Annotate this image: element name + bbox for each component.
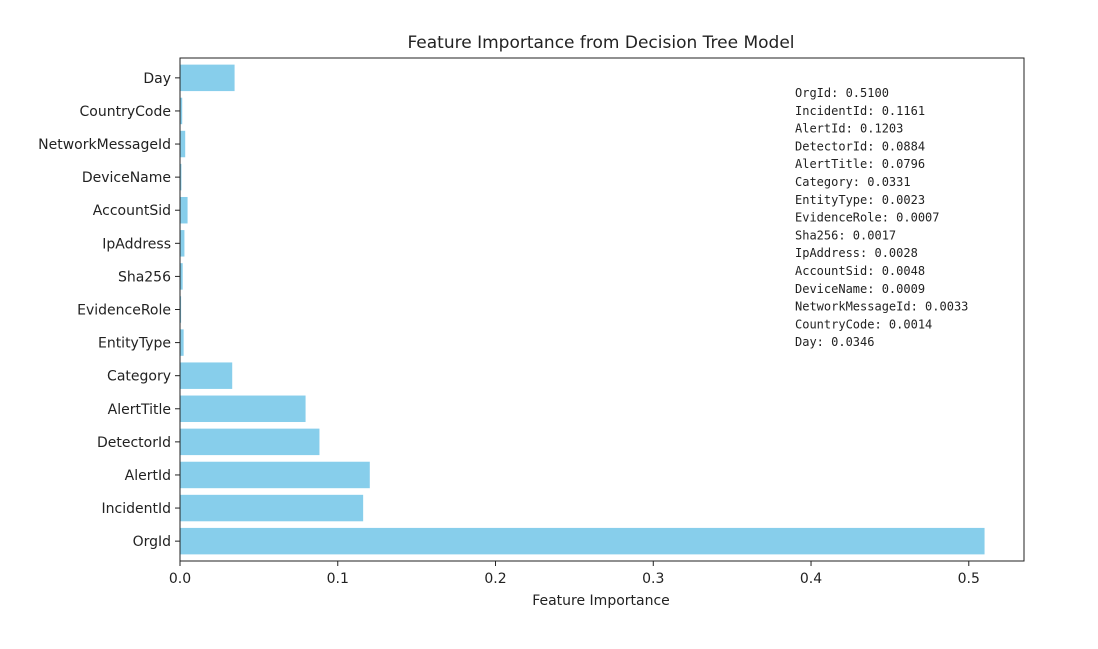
- x-tick-label: 0.4: [800, 571, 822, 587]
- y-tick-label: DetectorId: [97, 435, 171, 451]
- bars-layer: [180, 64, 985, 555]
- y-tick-label: NetworkMessageId: [38, 137, 171, 153]
- y-tick-label: CountryCode: [80, 104, 171, 120]
- chart-title: Feature Importance from Decision Tree Mo…: [407, 33, 794, 53]
- bar-alerttitle: [180, 395, 306, 423]
- y-tick-label: Sha256: [118, 269, 171, 285]
- x-axis-label: Feature Importance: [532, 593, 670, 609]
- bar-detectorid: [180, 428, 320, 456]
- x-tick-label: 0.0: [169, 571, 191, 587]
- annotation-line: AccountSid: 0.0048: [795, 264, 925, 278]
- y-tick-label: IpAddress: [102, 236, 171, 252]
- x-tick-label: 0.3: [642, 571, 664, 587]
- annotation-line: CountryCode: 0.0014: [795, 317, 932, 331]
- y-tick-label: EntityType: [98, 336, 171, 352]
- bar-networkmessageid: [180, 130, 186, 158]
- bar-orgid: [180, 527, 985, 555]
- y-tick-label: EvidenceRole: [77, 303, 171, 319]
- y-tick-label: IncidentId: [102, 501, 171, 517]
- annotation-line: EntityType: 0.0023: [795, 193, 925, 207]
- bar-day: [180, 64, 235, 92]
- annotation-line: IpAddress: 0.0028: [795, 246, 918, 260]
- annotation-line: EvidenceRole: 0.0007: [795, 211, 940, 225]
- bar-evidencerole: [180, 296, 182, 323]
- bar-accountsid: [180, 196, 188, 224]
- bar-alertid: [180, 461, 370, 489]
- y-tick-label: DeviceName: [82, 170, 171, 186]
- bar-sha256: [180, 263, 183, 290]
- annotation-line: AlertTitle: 0.0796: [795, 157, 925, 171]
- annotation-box: OrgId: 0.5100 IncidentId: 0.1161 AlertId: …: [795, 86, 968, 349]
- x-axis: 0.0 0.1 0.2 0.3 0.4 0.5: [169, 561, 980, 587]
- y-tick-label: Category: [107, 369, 171, 385]
- annotation-line: OrgId: 0.5100: [795, 86, 889, 100]
- bar-ipaddress: [180, 230, 185, 257]
- x-tick-label: 0.1: [327, 571, 349, 587]
- y-tick-label: AccountSid: [93, 203, 171, 219]
- y-tick-label: AlertId: [125, 468, 171, 484]
- annotation-line: IncidentId: 0.1161: [795, 104, 925, 118]
- annotation-line: Sha256: 0.0017: [795, 228, 896, 242]
- annotation-line: AlertId: 0.1203: [795, 122, 903, 136]
- annotation-line: DeviceName: 0.0009: [795, 282, 925, 296]
- bar-incidentid: [180, 494, 364, 522]
- y-tick-label: OrgId: [133, 534, 171, 550]
- y-tick-label: Day: [143, 71, 171, 87]
- bar-entitytype: [180, 329, 184, 356]
- annotation-line: DetectorId: 0.0884: [795, 139, 925, 153]
- x-tick-label: 0.2: [484, 571, 506, 587]
- bar-countrycode: [180, 97, 183, 125]
- x-tick-label: 0.5: [958, 571, 980, 587]
- annotation-line: NetworkMessageId: 0.0033: [795, 300, 968, 314]
- y-axis: OrgId IncidentId AlertId DetectorId AlertTit…: [38, 71, 180, 550]
- bar-category: [180, 362, 233, 389]
- bar-devicename: [180, 163, 182, 191]
- annotation-line: Day: 0.0346: [795, 335, 874, 349]
- annotation-line: Category: 0.0331: [795, 175, 911, 189]
- y-tick-label: AlertTitle: [108, 402, 171, 418]
